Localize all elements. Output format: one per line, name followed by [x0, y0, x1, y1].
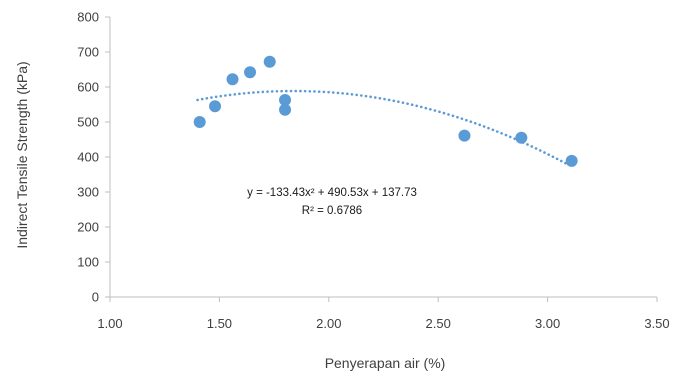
x-axis-title: Penyerapan air (%) [325, 355, 446, 371]
data-point [226, 73, 239, 86]
data-point [279, 103, 292, 116]
x-tick-label: 2.50 [426, 316, 451, 331]
data-point [458, 129, 471, 142]
x-tick-label: 2.00 [316, 316, 341, 331]
x-tick-label: 3.50 [644, 316, 669, 331]
data-points-layer [193, 55, 578, 167]
data-point [244, 66, 257, 79]
y-tick-label: 500 [77, 115, 99, 130]
axes-layer: 0 100 200 300 400 500 600 700 800 1.00 1.50 2.00 2.5… [77, 10, 669, 332]
y-axis-title: Indirect Tensile Strength (kPa) [14, 61, 30, 248]
data-point [515, 131, 528, 144]
y-tick-label: 400 [77, 150, 99, 165]
x-tick-label: 1.00 [97, 316, 122, 331]
data-point [565, 154, 578, 167]
trendline-layer [196, 89, 571, 167]
y-tick-label: 0 [92, 290, 99, 305]
data-point [193, 116, 206, 128]
y-tick-label: 300 [77, 185, 99, 200]
data-point [279, 93, 292, 106]
y-tick-label: 700 [77, 45, 99, 60]
trendline-equation: y = -133.43x² + 490.53x + 137.73 [247, 187, 417, 199]
y-tick-label: 100 [77, 255, 99, 270]
trendline-r-squared: R² = 0.6786 [302, 205, 362, 217]
x-tick-label: 1.50 [207, 316, 232, 331]
x-tick-label: 3.00 [535, 316, 560, 331]
y-tick-label: 600 [77, 80, 99, 95]
y-tick-label: 200 [77, 220, 99, 235]
trendline [196, 89, 571, 167]
data-point [263, 55, 276, 68]
y-tick-label: 800 [77, 10, 99, 25]
data-point [209, 100, 222, 113]
